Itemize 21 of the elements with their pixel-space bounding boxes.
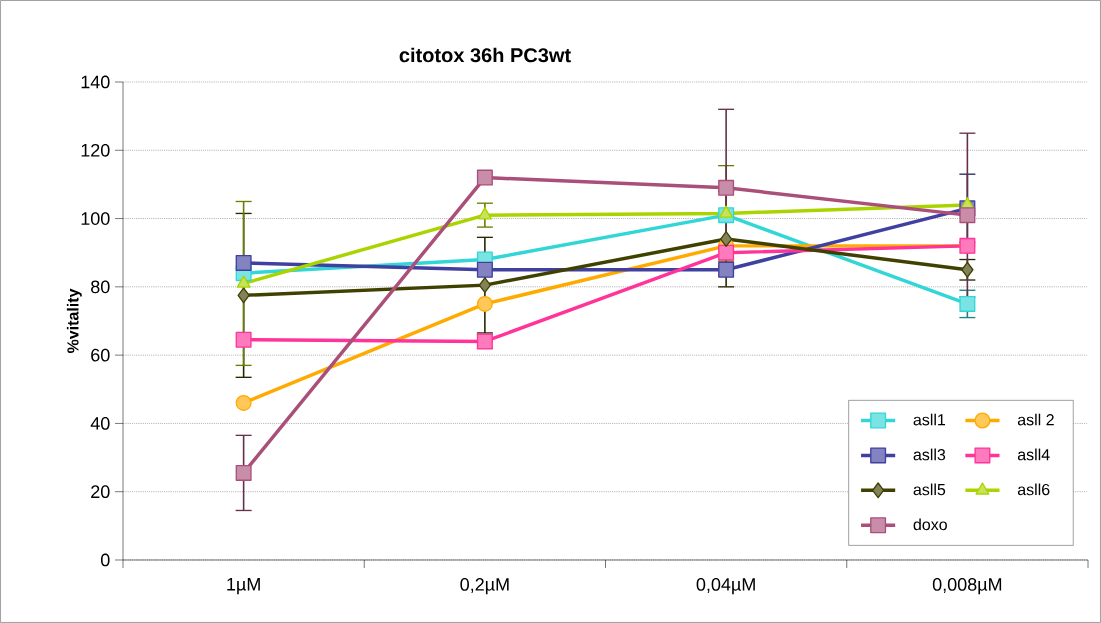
y-tick-label: 60 (91, 348, 110, 362)
legend-label: asll3 (913, 448, 946, 461)
x-tick-label: 0,008µM (932, 578, 1002, 595)
y-tick-label: 0 (100, 553, 110, 567)
legend-label: asll5 (913, 483, 946, 496)
x-tick-label: 0,04µM (696, 578, 755, 595)
legend-label: asll1 (913, 413, 946, 426)
x-tick-label: 1µM (227, 578, 260, 595)
y-tick-label: 40 (90, 417, 110, 430)
chart-title: citotox 36h PC3wt (399, 47, 571, 63)
legend-label: asll 2 (1017, 413, 1054, 426)
y-tick-label: 100 (81, 212, 110, 225)
legend-label: asll6 (1017, 483, 1050, 496)
y-tick-label: 20 (91, 485, 110, 499)
y-tick-label: 120 (81, 143, 110, 157)
legend-label: doxo (913, 518, 947, 531)
y-axis-title: %vitality (66, 288, 82, 354)
y-tick-label: 80 (91, 280, 110, 294)
legend-label: asll4 (1017, 448, 1050, 461)
x-tick-label: 0,2µM (460, 578, 509, 595)
y-tick-label: 140 (81, 75, 110, 89)
